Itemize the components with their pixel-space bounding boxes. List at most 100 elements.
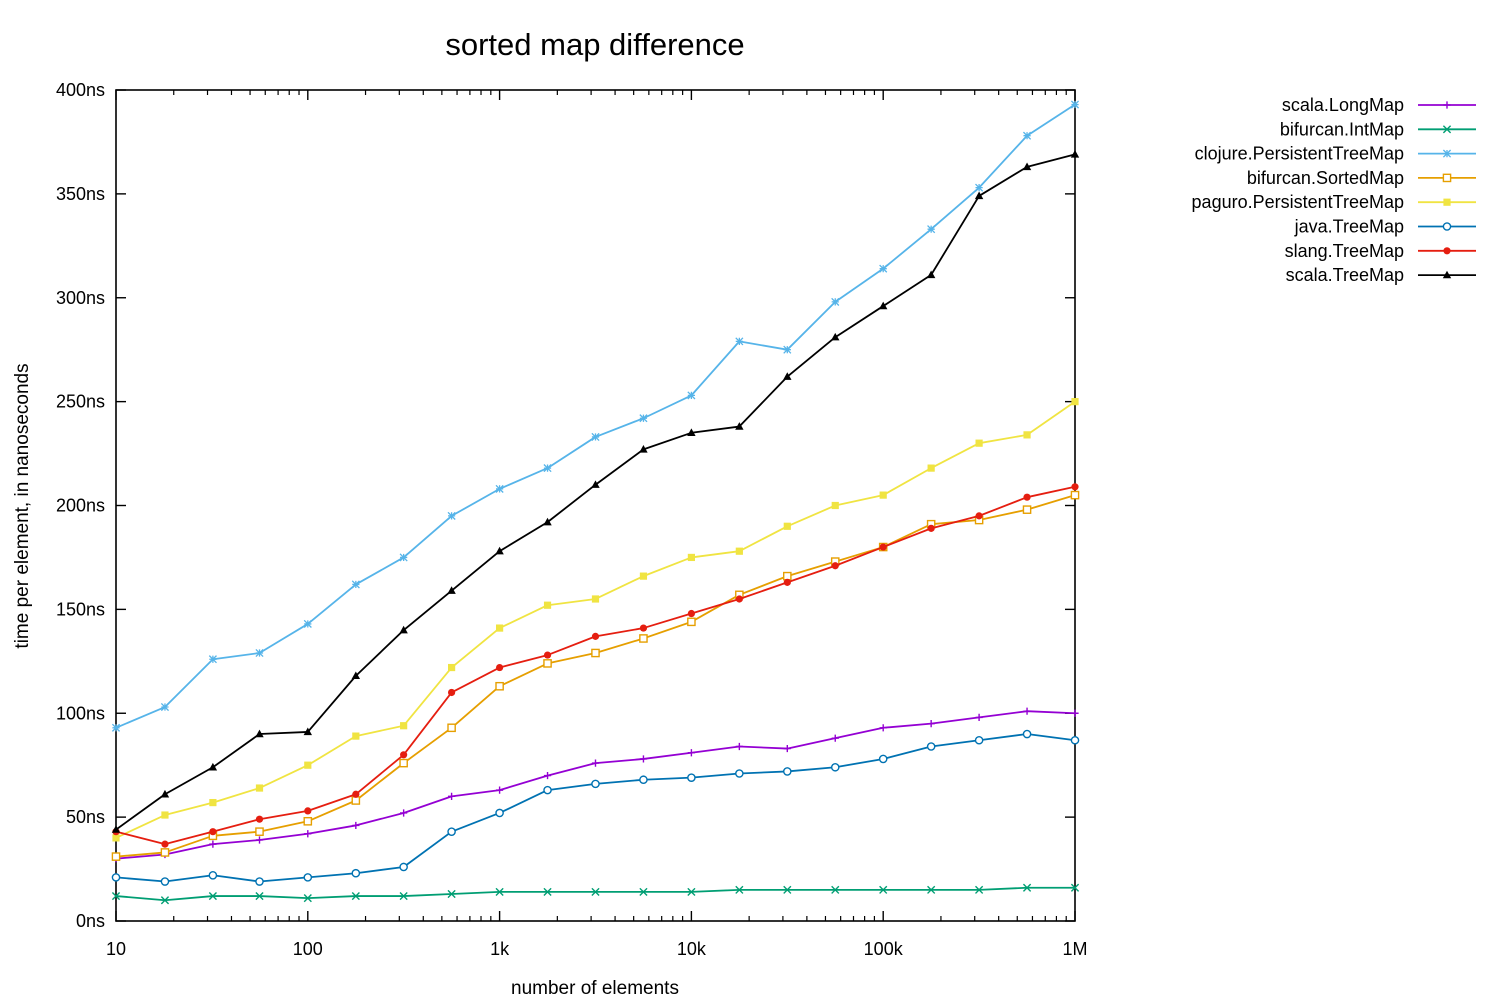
data-point-scala-treemap <box>735 422 744 430</box>
data-point-paguro-persistenttreemap <box>927 464 935 472</box>
series-bifurcan-sortedmap <box>111 490 1080 861</box>
legend-label: slang.TreeMap <box>1285 241 1404 261</box>
series-java-treemap <box>111 729 1080 886</box>
series-paguro-persistenttreemap <box>112 398 1079 842</box>
legend-marker <box>1442 222 1452 231</box>
legend-item-slang-treemap: slang.TreeMap <box>1285 241 1476 261</box>
legend-label: scala.TreeMap <box>1286 265 1404 285</box>
data-point-bifurcan-intmap <box>1070 883 1080 892</box>
data-point-bifurcan-intmap <box>495 887 504 897</box>
data-point-clojure-persistenttreemap <box>447 511 456 520</box>
data-point-slang-treemap <box>687 609 696 618</box>
legend-label: java.TreeMap <box>1294 217 1404 237</box>
legend-item-bifurcan-intmap: bifurcan.IntMap <box>1280 119 1476 139</box>
legend-item-scala-treemap: scala.TreeMap <box>1286 265 1476 285</box>
y-axis: 0ns 50ns 100ns 150ns 200ns 250ns 300ns 350ns 400… <box>56 80 1075 931</box>
data-point-slang-treemap <box>447 688 456 697</box>
legend-item-scala-longmap: scala.LongMap <box>1282 95 1476 115</box>
data-point-paguro-persistenttreemap <box>639 572 648 580</box>
data-point-scala-longmap <box>975 713 983 722</box>
data-point-java-treemap <box>1022 729 1032 739</box>
legend-item-paguro-persistenttreemap: paguro.PersistentTreeMap <box>1192 192 1476 212</box>
data-point-paguro-persistenttreemap <box>543 601 552 609</box>
data-point-scala-longmap <box>496 786 504 794</box>
data-point-java-treemap <box>1070 735 1080 745</box>
y-tick-label: 200ns <box>56 496 105 516</box>
data-point-bifurcan-intmap <box>543 887 552 897</box>
data-point-scala-longmap <box>639 755 648 763</box>
data-point-scala-treemap <box>926 270 936 279</box>
data-point-java-treemap <box>974 735 984 745</box>
data-point-scala-longmap <box>352 821 360 830</box>
data-point-scala-treemap <box>687 428 696 436</box>
data-point-bifurcan-sortedmap <box>687 617 696 627</box>
series-line-bifurcan-sortedmap <box>115 494 1076 858</box>
data-point-slang-treemap <box>209 828 217 836</box>
data-point-scala-treemap <box>831 332 840 341</box>
data-point-slang-treemap <box>352 790 360 798</box>
data-point-clojure-persistenttreemap <box>735 337 744 346</box>
data-point-clojure-persistenttreemap <box>208 655 217 664</box>
data-point-paguro-persistenttreemap <box>975 439 983 447</box>
data-point-scala-longmap <box>447 792 456 800</box>
data-point-paguro-persistenttreemap <box>447 663 456 672</box>
data-point-bifurcan-intmap <box>639 887 648 897</box>
x-tick-label: 1M <box>1062 939 1087 959</box>
data-point-bifurcan-sortedmap <box>111 852 121 861</box>
data-point-scala-treemap <box>447 586 456 594</box>
legend-label: scala.LongMap <box>1282 95 1404 115</box>
legend-item-clojure-persistenttreemap: clojure.PersistentTreeMap <box>1195 144 1476 164</box>
data-point-bifurcan-intmap <box>255 891 264 901</box>
data-point-java-treemap <box>111 873 121 882</box>
data-point-bifurcan-sortedmap <box>303 816 313 826</box>
x-axis: 10 100 1k 10k 100k 1M <box>106 90 1088 959</box>
legend-label: clojure.PersistentTreeMap <box>1195 144 1404 164</box>
data-point-slang-treemap <box>304 807 312 815</box>
data-point-paguro-persistenttreemap <box>161 811 169 819</box>
data-point-bifurcan-intmap <box>831 885 840 894</box>
y-tick-label: 300ns <box>56 288 105 308</box>
y-axis-label: time per element, in nanoseconds <box>12 363 33 648</box>
y-tick-label: 350ns <box>56 184 105 204</box>
data-point-paguro-persistenttreemap <box>304 761 312 769</box>
data-point-scala-treemap <box>783 372 792 380</box>
data-point-bifurcan-intmap <box>927 885 936 894</box>
data-point-java-treemap <box>687 773 696 782</box>
data-point-bifurcan-sortedmap <box>351 796 361 805</box>
data-point-scala-longmap <box>255 836 264 844</box>
data-point-paguro-persistenttreemap <box>591 595 600 603</box>
legend-marker <box>1443 198 1451 206</box>
data-point-bifurcan-sortedmap <box>1022 505 1032 514</box>
data-point-clojure-persistenttreemap <box>1022 131 1032 140</box>
data-point-scala-longmap <box>687 749 695 757</box>
data-point-scala-treemap <box>639 445 648 453</box>
data-point-clojure-persistenttreemap <box>351 580 360 589</box>
data-point-paguro-persistenttreemap <box>783 522 791 530</box>
data-point-bifurcan-intmap <box>399 891 408 901</box>
legend-marker <box>1442 149 1452 158</box>
data-point-bifurcan-sortedmap <box>639 634 648 643</box>
data-point-bifurcan-intmap <box>783 885 792 894</box>
data-point-paguro-persistenttreemap <box>687 553 695 562</box>
data-point-paguro-persistenttreemap <box>1071 398 1079 406</box>
data-point-clojure-persistenttreemap <box>303 619 312 628</box>
data-point-clojure-persistenttreemap <box>591 432 600 442</box>
data-point-clojure-persistenttreemap <box>687 391 696 400</box>
data-point-clojure-persistenttreemap <box>879 264 888 273</box>
data-point-scala-longmap <box>831 734 839 742</box>
data-point-java-treemap <box>543 785 552 795</box>
plot-frame <box>115 89 1076 922</box>
data-point-scala-treemap <box>399 625 408 634</box>
data-point-bifurcan-intmap <box>351 891 360 901</box>
data-point-bifurcan-intmap <box>111 891 121 901</box>
data-point-scala-treemap <box>255 729 264 738</box>
data-point-bifurcan-intmap <box>160 896 170 905</box>
data-point-scala-treemap <box>1022 162 1032 171</box>
series-layer <box>111 100 1080 905</box>
legend-item-bifurcan-sortedmap: bifurcan.SortedMap <box>1247 168 1476 188</box>
data-point-java-treemap <box>830 762 840 772</box>
data-point-bifurcan-intmap <box>975 885 984 894</box>
data-point-slang-treemap <box>1023 493 1031 501</box>
data-point-clojure-persistenttreemap <box>111 723 121 732</box>
data-point-java-treemap <box>926 742 936 751</box>
